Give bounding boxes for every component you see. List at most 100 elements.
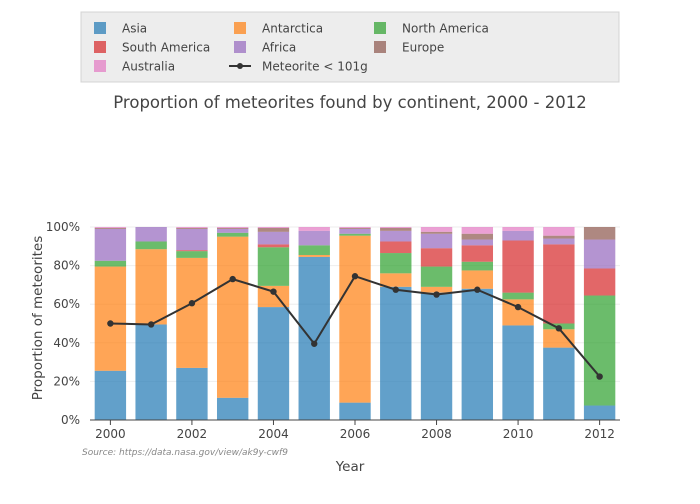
bar-segment: [176, 228, 208, 251]
bar-segment: [543, 235, 575, 239]
bar-segment: [461, 261, 494, 271]
bar-segment: [380, 241, 412, 254]
line-point: [270, 288, 277, 295]
bar-segment: [380, 286, 412, 420]
bar-segment: [135, 249, 167, 325]
bar-segment: [176, 227, 208, 229]
y-tick-label: 20%: [53, 374, 80, 388]
bar-segment: [380, 227, 412, 228]
legend-label[interactable]: Europe: [402, 41, 444, 55]
axes: 0% 20% 40% 60% 80% 100% 2000 2002 2004 2006 2008 20…: [46, 220, 620, 441]
bars: [94, 227, 616, 420]
legend-label[interactable]: Meteorite < 101g: [262, 60, 368, 74]
line-point: [392, 286, 399, 293]
legend-swatch[interactable]: [94, 22, 106, 34]
bar-segment: [583, 239, 616, 269]
bar-segment: [339, 227, 371, 228]
x-tick-label: 2010: [503, 427, 534, 441]
bar-segment: [543, 244, 575, 324]
line-series: [107, 273, 603, 380]
bar-segment: [543, 227, 575, 236]
legend-label[interactable]: Australia: [122, 60, 175, 74]
bar-segment: [461, 227, 494, 234]
bar-segment: [502, 227, 534, 231]
x-tick-label: 2006: [340, 427, 371, 441]
line-point: [351, 273, 359, 280]
bar-segment: [94, 370, 127, 420]
bar-segment: [216, 227, 249, 228]
x-tick-label: 2002: [177, 427, 208, 441]
line-point: [229, 275, 236, 283]
legend-swatch[interactable]: [374, 22, 386, 34]
bar-segment: [298, 254, 330, 257]
bar-segment: [380, 273, 412, 287]
bar-segment: [461, 288, 494, 420]
legend: Asia Antarctica North America South America…: [80, 11, 620, 83]
bar-segment: [257, 244, 290, 248]
bar-segment: [420, 292, 453, 420]
legend-label[interactable]: Asia: [122, 22, 147, 36]
line-point: [188, 300, 196, 307]
bar-segment: [420, 248, 453, 267]
legend-label[interactable]: South America: [122, 41, 210, 55]
bar-segment: [461, 233, 494, 240]
bar-segment: [420, 231, 453, 234]
bar-segment: [339, 402, 371, 420]
legend-swatch[interactable]: [234, 22, 246, 34]
line-point: [474, 286, 481, 293]
legend-swatch[interactable]: [374, 41, 386, 53]
legend-swatch[interactable]: [94, 60, 106, 72]
x-tick-label: 2012: [584, 427, 615, 441]
bar-segment: [461, 270, 494, 289]
line-point: [433, 291, 440, 298]
bar-segment: [339, 228, 371, 234]
y-axis-title: Proportion of meteorites: [30, 236, 46, 401]
bar-segment: [94, 227, 127, 228]
bar-segment: [216, 236, 249, 398]
bar-segment: [380, 230, 412, 242]
bar-segment: [176, 257, 208, 368]
line-point: [555, 325, 563, 332]
bar-segment: [461, 245, 494, 262]
x-tick-label: 2008: [421, 427, 452, 441]
bar-segment: [135, 227, 167, 242]
y-tick-label: 0%: [61, 413, 80, 427]
bar-segment: [543, 238, 575, 245]
bar-segment: [94, 260, 127, 267]
bar-segment: [257, 231, 290, 245]
bar-segment: [216, 227, 249, 229]
bar-segment: [420, 233, 453, 249]
bar-segment: [461, 239, 494, 246]
legend-swatch[interactable]: [94, 41, 106, 53]
chart-title: Proportion of meteorites found by contin…: [113, 93, 586, 112]
legend-swatch[interactable]: [234, 41, 246, 53]
y-tick-label: 40%: [53, 336, 80, 350]
bar-segment: [176, 367, 208, 420]
bar-segment: [94, 227, 127, 229]
x-tick-label: 2004: [258, 427, 289, 441]
bar-segment: [420, 286, 453, 293]
line-point: [311, 340, 318, 347]
x-axis-title: Year: [335, 459, 365, 475]
bar-segment: [543, 329, 575, 348]
bar-segment: [176, 227, 208, 228]
bar-segment: [135, 324, 167, 420]
legend-label[interactable]: North America: [402, 22, 489, 36]
legend-label[interactable]: Antarctica: [262, 22, 323, 36]
bar-segment: [257, 307, 290, 420]
line-point: [147, 321, 155, 328]
bar-segment: [502, 325, 534, 420]
line-point: [107, 320, 114, 327]
bar-segment: [339, 227, 371, 229]
bar-segment: [339, 233, 371, 236]
bar-segment: [257, 227, 290, 232]
bar-segment: [380, 253, 412, 274]
bar-segment: [216, 228, 249, 233]
legend-label[interactable]: Africa: [262, 41, 296, 55]
bar-segment: [135, 241, 167, 250]
bar-segment: [339, 235, 371, 403]
bar-segment: [298, 227, 330, 231]
bar-segment: [298, 230, 330, 246]
